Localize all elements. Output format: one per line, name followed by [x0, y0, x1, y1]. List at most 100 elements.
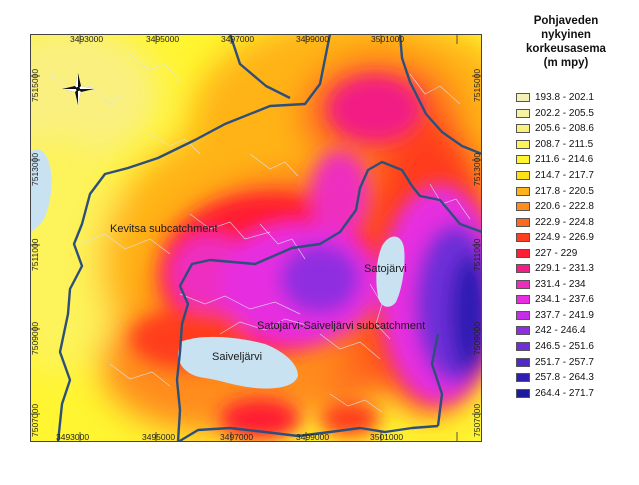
x-tick-bottom: 3497000	[220, 432, 253, 442]
x-tick-bottom: 3499000	[296, 432, 329, 442]
groundwater-map: 3493000 3495000 3497000 3499000 3501000 …	[30, 34, 482, 442]
legend-item: 222.9 - 224.8	[516, 214, 594, 230]
label-satojarvi: Satojärvi	[364, 263, 407, 275]
y-tick-left: 7515000	[30, 69, 40, 102]
legend-label: 220.6 - 222.8	[535, 201, 594, 213]
y-coordinates-right: 7515000 7513000 7511000 7509000 7507000	[472, 69, 482, 437]
compass-rose-icon	[62, 73, 94, 105]
legend-label: 211.6 - 214.6	[535, 154, 594, 166]
legend-item: 208.7 - 211.5	[516, 137, 594, 153]
legend-item: 237.7 - 241.9	[516, 308, 594, 324]
x-tick-top: 3497000	[221, 34, 254, 44]
y-tick-right: 7511000	[472, 238, 482, 271]
x-tick-top: 3499000	[296, 34, 329, 44]
x-coordinates-top: 3493000 3495000 3497000 3499000 3501000	[70, 34, 404, 44]
legend-swatch	[516, 155, 530, 165]
legend-label: 264.4 - 271.7	[535, 387, 594, 399]
y-coordinates-left: 7515000 7513000 7511000 7509000 7507000	[30, 69, 40, 437]
legend-swatch	[516, 171, 530, 180]
legend-item: 220.6 - 222.8	[516, 199, 594, 215]
legend-label: 234.1 - 237.6	[535, 294, 594, 306]
legend-title-line: nykyinen	[541, 29, 591, 41]
legend-label: 227 - 229	[535, 247, 578, 259]
legend-title-line: korkeusasema	[526, 43, 606, 55]
legend-swatch	[516, 217, 530, 227]
map-raster	[30, 34, 482, 442]
y-tick-right: 7513000	[472, 153, 482, 186]
legend-label: 237.7 - 241.9	[535, 309, 594, 321]
legend-label: 246.5 - 251.6	[535, 341, 594, 353]
legend-swatch	[516, 139, 530, 149]
legend-label: 224.9 - 226.9	[535, 232, 594, 244]
legend: 193.8 - 202.1 202.2 - 205.5 205.6 - 208.6 2…	[516, 90, 594, 401]
label-satojarvi-saiveljarvi-subcatchment: Satojarvi-Saiveljärvi subcatchment	[257, 320, 425, 332]
legend-item: 234.1 - 237.6	[516, 292, 594, 308]
legend-item: 214.7 - 217.7	[516, 168, 594, 184]
legend-item: 257.8 - 264.3	[516, 370, 594, 386]
legend-item: 211.6 - 214.6	[516, 152, 594, 168]
map-grid-ticks	[30, 34, 482, 442]
legend-swatch	[516, 108, 530, 118]
catchment-boundaries	[56, 34, 482, 442]
map-border	[30, 34, 482, 442]
x-tick-bottom: 3493000	[56, 432, 89, 442]
legend-item: 229.1 - 231.3	[516, 261, 594, 277]
legend-label: 229.1 - 231.3	[535, 263, 594, 275]
legend-title-line: Pohjaveden	[533, 15, 599, 27]
y-tick-right: 7515000	[472, 69, 482, 102]
legend-label: 214.7 - 217.7	[535, 170, 594, 181]
x-tick-bottom: 3495000	[142, 432, 175, 442]
legend-label: 257.8 - 264.3	[535, 372, 594, 384]
lakes	[30, 149, 405, 389]
legend-swatch	[516, 248, 530, 258]
legend-swatch	[516, 373, 530, 383]
lake-satojarvi	[376, 236, 405, 307]
legend-swatch	[516, 388, 530, 398]
label-kevitsa-subcatchment: Kevitsa subcatchment	[110, 223, 218, 235]
legend-title: Pohjaveden nykyinen korkeusasema (m mpy)	[500, 14, 632, 70]
legend-swatch	[516, 310, 530, 320]
legend-item: 224.9 - 226.9	[516, 230, 594, 246]
x-tick-bottom: 3501000	[370, 432, 403, 442]
legend-label: 222.9 - 224.8	[535, 216, 594, 228]
legend-swatch	[516, 295, 530, 305]
legend-swatch	[516, 93, 530, 103]
legend-item: 227 - 229	[516, 245, 594, 261]
legend-swatch	[516, 326, 530, 336]
legend-label: 202.2 - 205.5	[535, 107, 594, 119]
legend-swatch	[516, 233, 530, 243]
x-tick-top: 3493000	[70, 34, 103, 44]
legend-label: 208.7 - 211.5	[535, 138, 594, 150]
legend-item: 193.8 - 202.1	[516, 90, 594, 106]
legend-label: 193.8 - 202.1	[535, 92, 594, 104]
label-saiveljarvi: Saiveljärvi	[212, 351, 262, 363]
legend-label: 242 - 246.4	[535, 325, 586, 337]
legend-item: 251.7 - 257.7	[516, 354, 594, 370]
y-tick-right: 7509000	[472, 322, 482, 355]
legend-swatch	[516, 264, 530, 274]
y-tick-left: 7509000	[30, 322, 40, 355]
legend-item: 264.4 - 271.7	[516, 385, 594, 401]
legend-item: 242 - 246.4	[516, 323, 594, 339]
y-tick-left: 7511000	[30, 238, 40, 271]
legend-item: 231.4 - 234	[516, 277, 594, 293]
lake-saiveljarvi	[178, 336, 298, 389]
legend-swatch	[516, 202, 530, 212]
legend-label: 251.7 - 257.7	[535, 356, 594, 368]
legend-swatch	[516, 279, 530, 289]
legend-swatch	[516, 186, 530, 196]
legend-swatch	[516, 342, 530, 352]
legend-title-line: (m mpy)	[543, 57, 589, 69]
legend-swatch	[516, 124, 530, 134]
y-tick-right: 7507000	[472, 404, 482, 437]
legend-label: 231.4 - 234	[535, 278, 586, 290]
legend-item: 217.8 - 220.5	[516, 183, 594, 199]
legend-item: 246.5 - 251.6	[516, 339, 594, 355]
legend-item: 202.2 - 205.5	[516, 106, 594, 122]
x-tick-top: 3495000	[146, 34, 179, 44]
legend-item: 205.6 - 208.6	[516, 121, 594, 137]
streams	[49, 53, 471, 413]
x-coordinates-bottom: 3493000 3495000 3497000 3499000 3501000	[56, 432, 403, 442]
western-lake	[30, 149, 52, 232]
legend-label: 205.6 - 208.6	[535, 123, 594, 135]
